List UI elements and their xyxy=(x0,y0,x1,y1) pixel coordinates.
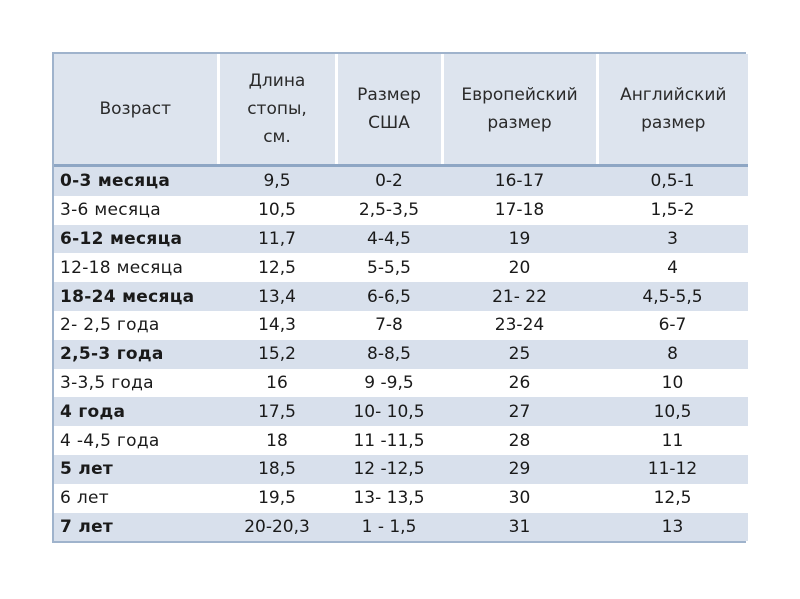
header-uk-size-line-2: размер xyxy=(641,113,706,133)
table-header-row: Возраст Длина стопы, см. Размер США Евро… xyxy=(54,54,748,167)
table-row: 7 лет 20-20,3 1 - 1,5 31 13 xyxy=(54,512,748,542)
foot-length-cell: 10,5 xyxy=(218,195,336,225)
header-eu-size-line-1: Европейский xyxy=(461,85,578,105)
uk-size-cell: 4,5-5,5 xyxy=(597,282,748,311)
foot-length-cell: 12,5 xyxy=(218,253,336,283)
header-age: Возраст xyxy=(54,54,218,167)
foot-length-cell: 18,5 xyxy=(218,454,336,484)
header-eu-size: Европейский размер xyxy=(440,54,597,167)
eu-size-cell: 25 xyxy=(442,339,597,369)
table-row: 12-18 месяца 12,5 5-5,5 20 4 xyxy=(54,253,748,283)
table-row: 4 -4,5 года 18 11 -11,5 28 11 xyxy=(54,426,748,455)
uk-size-cell: 13 xyxy=(597,512,748,542)
us-size-cell: 6-6,5 xyxy=(336,282,442,311)
header-us-size-line-2: США xyxy=(368,113,410,133)
header-foot-length: Длина стопы, см. xyxy=(216,54,336,167)
uk-size-cell: 6-7 xyxy=(597,310,748,340)
eu-size-cell: 31 xyxy=(442,512,597,542)
us-size-cell: 8-8,5 xyxy=(336,339,442,369)
uk-size-cell: 11-12 xyxy=(597,454,748,484)
eu-size-cell: 28 xyxy=(442,426,597,455)
uk-size-cell: 1,5-2 xyxy=(597,195,748,225)
foot-length-cell: 19,5 xyxy=(218,483,336,513)
eu-size-cell: 17-18 xyxy=(442,195,597,225)
us-size-cell: 4-4,5 xyxy=(336,224,442,254)
eu-size-cell: 29 xyxy=(442,454,597,484)
us-size-cell: 7-8 xyxy=(336,310,442,340)
uk-size-cell: 8 xyxy=(597,339,748,369)
header-foot-length-line-3: см. xyxy=(263,127,291,147)
age-cell: 5 лет xyxy=(54,454,218,484)
table-row: 0-3 месяца 9,5 0-2 16-17 0,5-1 xyxy=(54,165,748,196)
us-size-cell: 11 -11,5 xyxy=(336,426,442,455)
us-size-cell: 0-2 xyxy=(336,165,442,196)
eu-size-cell: 16-17 xyxy=(442,165,597,196)
header-foot-length-line-1: Длина xyxy=(248,71,306,91)
header-eu-size-line-2: размер xyxy=(487,113,552,133)
uk-size-cell: 0,5-1 xyxy=(597,165,748,196)
foot-length-cell: 17,5 xyxy=(218,397,336,427)
table-row: 6-12 месяца 11,7 4-4,5 19 3 xyxy=(54,224,748,254)
header-uk-size: Английский размер xyxy=(595,54,748,167)
table-row: 2- 2,5 года 14,3 7-8 23-24 6-7 xyxy=(54,310,748,340)
age-cell: 2- 2,5 года xyxy=(54,310,218,340)
age-cell: 3-3,5 года xyxy=(54,368,218,398)
table-row: 18-24 месяца 13,4 6-6,5 21- 22 4,5-5,5 xyxy=(54,282,748,311)
uk-size-cell: 4 xyxy=(597,253,748,283)
table-row: 3-6 месяца 10,5 2,5-3,5 17-18 1,5-2 xyxy=(54,195,748,225)
table-row: 4 года 17,5 10- 10,5 27 10,5 xyxy=(54,397,748,427)
us-size-cell: 2,5-3,5 xyxy=(336,195,442,225)
table-body: 0-3 месяца 9,5 0-2 16-17 0,5-1 3-6 месяца 10,5… xyxy=(54,165,748,542)
eu-size-cell: 26 xyxy=(442,368,597,398)
foot-length-cell: 9,5 xyxy=(218,165,336,196)
eu-size-cell: 23-24 xyxy=(442,310,597,340)
foot-length-cell: 13,4 xyxy=(218,282,336,311)
foot-length-cell: 14,3 xyxy=(218,310,336,340)
size-chart-table-frame: Возраст Длина стопы, см. Размер США Евро… xyxy=(52,52,748,544)
us-size-cell: 5-5,5 xyxy=(336,253,442,283)
size-chart-table: Возраст Длина стопы, см. Размер США Евро… xyxy=(54,54,748,542)
header-uk-size-line-1: Английский xyxy=(620,85,727,105)
us-size-cell: 9 -9,5 xyxy=(336,368,442,398)
age-cell: 4 -4,5 года xyxy=(54,426,218,455)
foot-length-cell: 15,2 xyxy=(218,339,336,369)
header-age-line-1: Возраст xyxy=(99,99,172,119)
table-row: 6 лет 19,5 13- 13,5 30 12,5 xyxy=(54,483,748,513)
age-cell: 12-18 месяца xyxy=(54,253,218,283)
foot-length-cell: 11,7 xyxy=(218,224,336,254)
header-foot-length-line-2: стопы, xyxy=(247,99,307,119)
table-row: 5 лет 18,5 12 -12,5 29 11-12 xyxy=(54,454,748,484)
age-cell: 4 года xyxy=(54,397,218,427)
eu-size-cell: 21- 22 xyxy=(442,282,597,311)
uk-size-cell: 10 xyxy=(597,368,748,398)
uk-size-cell: 11 xyxy=(597,426,748,455)
age-cell: 3-6 месяца xyxy=(54,195,218,225)
age-cell: 18-24 месяца xyxy=(54,282,218,311)
header-us-size-line-1: Размер xyxy=(357,85,421,105)
age-cell: 6-12 месяца xyxy=(54,224,218,254)
header-us-size: Размер США xyxy=(334,54,442,167)
foot-length-cell: 16 xyxy=(218,368,336,398)
age-cell: 7 лет xyxy=(54,512,218,542)
us-size-cell: 10- 10,5 xyxy=(336,397,442,427)
us-size-cell: 13- 13,5 xyxy=(336,483,442,513)
age-cell: 2,5-3 года xyxy=(54,339,218,369)
age-cell: 6 лет xyxy=(54,483,218,513)
eu-size-cell: 30 xyxy=(442,483,597,513)
table-row: 3-3,5 года 16 9 -9,5 26 10 xyxy=(54,368,748,398)
us-size-cell: 1 - 1,5 xyxy=(336,512,442,542)
foot-length-cell: 18 xyxy=(218,426,336,455)
uk-size-cell: 10,5 xyxy=(597,397,748,427)
uk-size-cell: 12,5 xyxy=(597,483,748,513)
table-row: 2,5-3 года 15,2 8-8,5 25 8 xyxy=(54,339,748,369)
eu-size-cell: 19 xyxy=(442,224,597,254)
eu-size-cell: 27 xyxy=(442,397,597,427)
foot-length-cell: 20-20,3 xyxy=(218,512,336,542)
age-cell: 0-3 месяца xyxy=(54,165,218,196)
eu-size-cell: 20 xyxy=(442,253,597,283)
uk-size-cell: 3 xyxy=(597,224,748,254)
us-size-cell: 12 -12,5 xyxy=(336,454,442,484)
